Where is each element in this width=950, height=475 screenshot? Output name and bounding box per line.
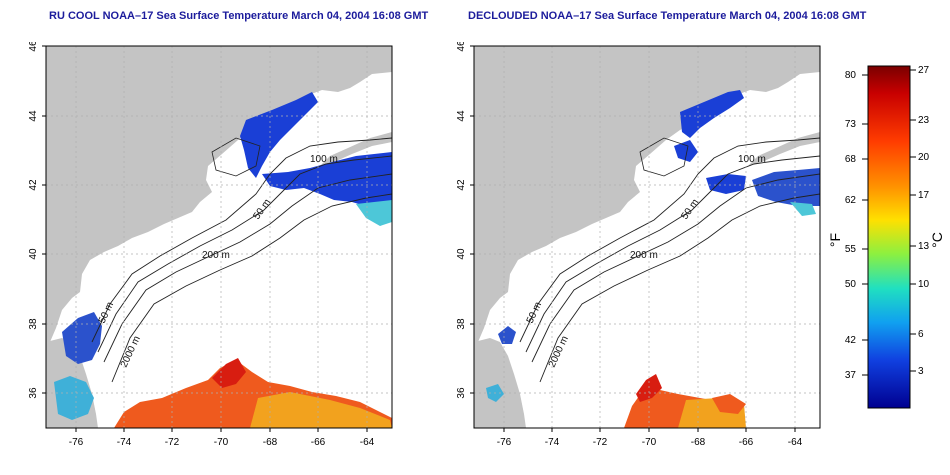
y-tick: 42	[456, 179, 467, 191]
right-sst-map: 100 m 50 m 200 m 50 m 2000 m -76 -74 -72…	[428, 40, 828, 462]
celsius-tick: 6	[918, 329, 924, 340]
cold-water-maine-interior	[674, 140, 698, 162]
cool-water-cape-hatteras	[54, 376, 94, 420]
celsius-tick: 10	[918, 279, 930, 290]
colorbar-tick-marks	[862, 69, 916, 376]
celsius-ticks: 27 23 20 17 13 10 6 3	[918, 65, 930, 377]
contour-200m	[531, 173, 820, 363]
fahrenheit-tick: 73	[845, 119, 857, 130]
map-frame	[473, 45, 821, 429]
left-map-title: RU COOL NOAA–17 Sea Surface Temperature …	[49, 10, 429, 22]
cold-water-scotian-shelf	[706, 174, 746, 194]
x-axis-ticks: -76 -74 -72 -70 -68 -66 -64	[497, 428, 803, 448]
x-tick: -66	[739, 437, 754, 448]
cold-water-mid-atlantic	[62, 312, 102, 364]
celsius-tick: 23	[918, 115, 930, 126]
fahrenheit-tick: 50	[845, 279, 857, 290]
fahrenheit-tick: 37	[845, 370, 857, 381]
land-mass	[46, 46, 392, 346]
contour-50m	[91, 137, 392, 343]
x-tick: -76	[497, 437, 512, 448]
x-tick: -74	[545, 437, 560, 448]
y-tick: 44	[456, 110, 467, 122]
x-tick: -68	[263, 437, 278, 448]
map-grid	[474, 46, 820, 428]
celsius-tick: 20	[918, 152, 930, 163]
right-map-title: DECLOUDED NOAA–17 Sea Surface Temperatur…	[468, 10, 867, 22]
celsius-tick: 27	[918, 65, 930, 76]
fahrenheit-tick: 80	[845, 70, 857, 81]
celsius-tick: 13	[918, 241, 930, 252]
fahrenheit-tick: 62	[845, 195, 857, 206]
warm-gulf-stream-edge	[250, 392, 392, 428]
y-tick: 36	[28, 387, 39, 399]
y-tick: 40	[28, 248, 39, 260]
x-tick: -64	[360, 437, 375, 448]
y-axis-ticks: 46 44 42 40 38 36	[28, 40, 46, 399]
contour-label-100m: 100 m	[738, 154, 766, 165]
fahrenheit-axis-label: °F	[827, 233, 843, 247]
georges-bank-contour	[639, 137, 689, 177]
y-tick: 44	[28, 110, 39, 122]
contour-label-100m: 100 m	[310, 154, 338, 165]
fahrenheit-tick: 68	[845, 154, 857, 165]
right-map-svg: 100 m 50 m 200 m 50 m 2000 m -76 -74 -72…	[456, 40, 821, 448]
x-tick: -70	[642, 437, 657, 448]
temperature-colorbar: 80 73 68 62 55 50 42 37 27 23 20 17 13 1…	[826, 60, 950, 420]
y-tick: 38	[456, 318, 467, 330]
y-tick: 46	[456, 42, 467, 52]
contour-200m	[103, 173, 392, 363]
x-tick: -70	[214, 437, 229, 448]
contour-label-200m: 200 m	[630, 250, 658, 261]
x-tick: -64	[788, 437, 803, 448]
nova-scotia-peninsula	[320, 132, 392, 166]
fahrenheit-ticks: 80 73 68 62 55 50 42 37	[845, 70, 857, 381]
cold-water-gulf-of-maine	[240, 92, 318, 178]
left-map-svg: 100 m 50 m 200 m 50 m 2000 m -76 -74 -72…	[28, 40, 393, 448]
y-tick: 42	[28, 179, 39, 191]
fahrenheit-tick: 42	[845, 335, 857, 346]
map-frame	[45, 45, 393, 429]
x-tick: -72	[165, 437, 180, 448]
contour-50m	[519, 137, 820, 343]
contour-label-200m: 200 m	[202, 250, 230, 261]
y-tick: 36	[456, 387, 467, 399]
colorbar-gradient	[867, 65, 911, 409]
georges-bank-contour	[211, 137, 261, 177]
contour-2000m	[539, 193, 820, 383]
celsius-tick: 17	[918, 190, 930, 201]
left-sst-map: 100 m 50 m 200 m 50 m 2000 m -76 -74 -72…	[0, 40, 400, 462]
y-tick: 38	[28, 318, 39, 330]
cool-water-offshore	[790, 202, 816, 216]
celsius-axis-label: °C	[929, 232, 945, 248]
warm-patch-east	[712, 394, 746, 414]
cold-water-scotian-shelf	[262, 152, 392, 208]
nova-scotia-peninsula	[748, 132, 820, 166]
x-tick: -66	[311, 437, 326, 448]
x-tick: -68	[691, 437, 706, 448]
celsius-tick: 3	[918, 366, 924, 377]
contour-100m	[97, 155, 392, 353]
delmarva-coast	[474, 338, 526, 428]
y-tick: 46	[28, 42, 39, 52]
warm-gulf-stream-core	[212, 358, 246, 388]
fahrenheit-tick: 55	[845, 244, 857, 255]
x-tick: -76	[69, 437, 84, 448]
x-tick: -74	[117, 437, 132, 448]
colorbar-svg: 80 73 68 62 55 50 42 37 27 23 20 17 13 1…	[827, 65, 945, 409]
land-mass	[474, 46, 820, 346]
cold-water-gulf-of-maine	[680, 90, 744, 138]
x-axis-ticks: -76 -74 -72 -70 -68 -66 -64	[69, 428, 375, 448]
cool-water-offshore	[356, 200, 392, 226]
contour-100m	[525, 155, 820, 353]
cold-water-mid-atlantic	[498, 326, 516, 344]
map-grid	[46, 46, 392, 428]
contour-2000m	[111, 193, 392, 383]
x-tick: -72	[593, 437, 608, 448]
y-axis-ticks: 46 44 42 40 38 36	[456, 40, 474, 399]
y-tick: 40	[456, 248, 467, 260]
